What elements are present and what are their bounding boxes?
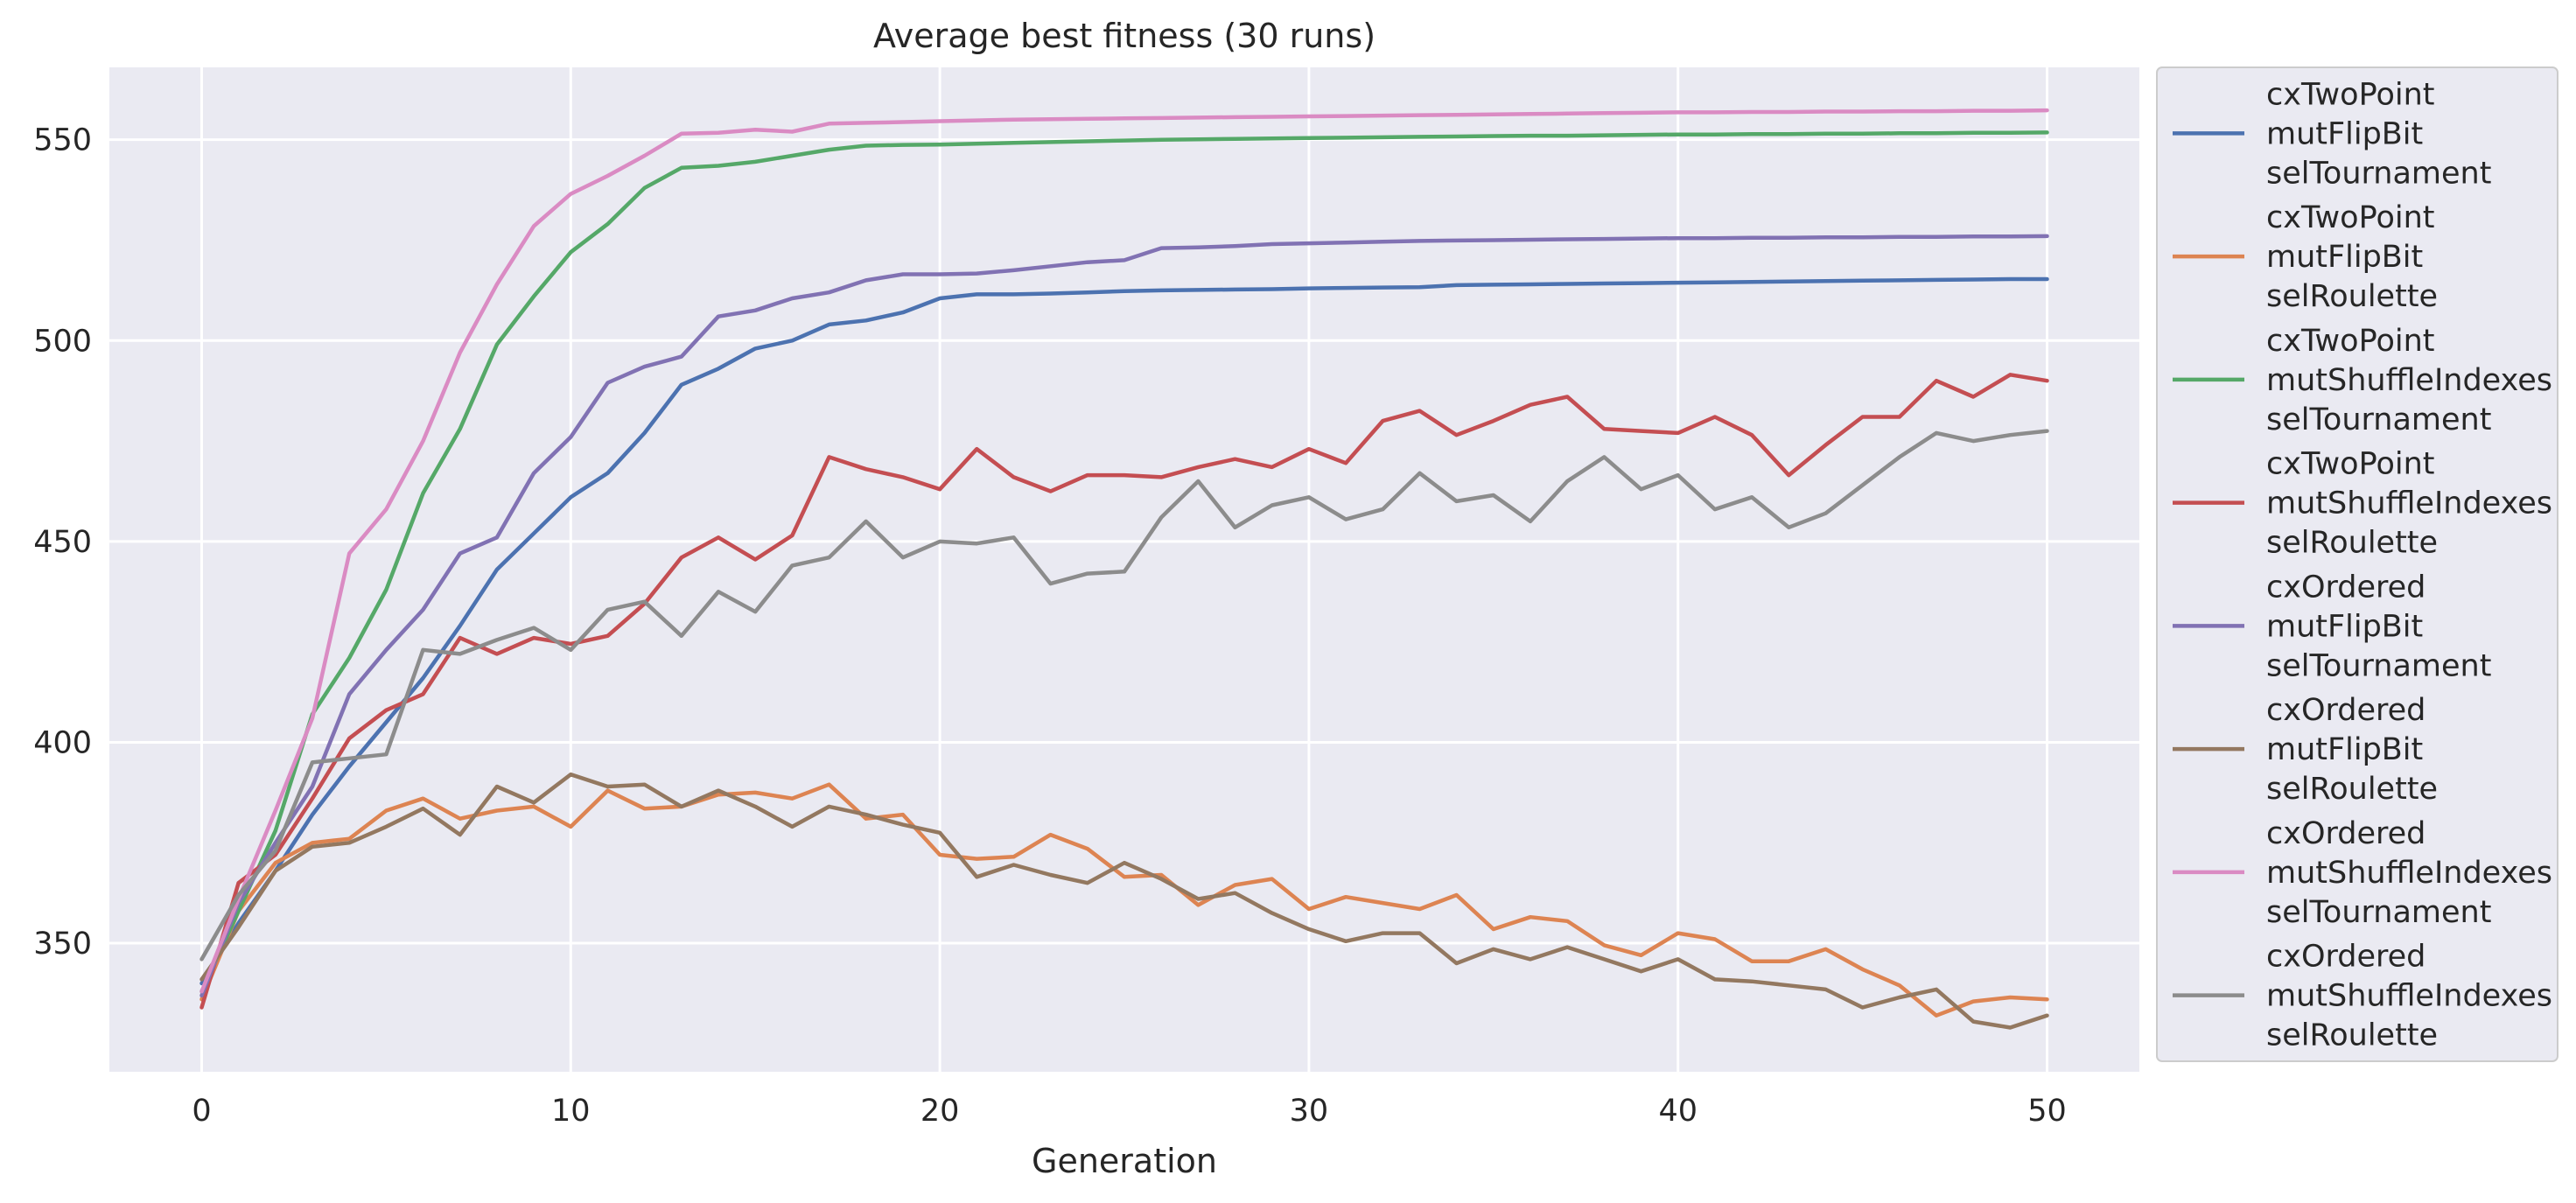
legend: cxTwoPoint mutFlipBit selTournament cxTwoPo…: [2156, 66, 2558, 1062]
series-line: [200, 782, 2049, 1018]
legend-label: cxTwoPoint: [2266, 447, 2434, 482]
y-tick-label: 350: [33, 927, 92, 962]
legend-label: mutFlipBit: [2266, 116, 2423, 151]
series-line: [200, 234, 2049, 998]
legend-label: selRoulette: [2266, 526, 2438, 561]
x-tick-label: 10: [551, 1094, 591, 1129]
y-tick-label: 500: [33, 324, 92, 359]
legend-label: mutShuffleIndexes: [2266, 979, 2552, 1014]
x-axis-label: Generation: [1032, 1142, 1217, 1180]
legend-label: mutShuffleIndexes: [2266, 363, 2552, 398]
legend-label: cxTwoPoint: [2266, 77, 2434, 112]
legend-label: selRoulette: [2266, 279, 2438, 314]
series-layer: [200, 108, 2049, 1030]
legend-label: mutFlipBit: [2266, 240, 2423, 275]
legend-label: mutShuffleIndexes: [2266, 486, 2552, 521]
series-line: [200, 276, 2049, 986]
legend-label: mutFlipBit: [2266, 609, 2423, 644]
series-line: [200, 130, 2049, 994]
y-tick-label: 400: [33, 725, 92, 760]
legend-label: selTournament: [2266, 648, 2491, 683]
legend-label: selRoulette: [2266, 772, 2438, 807]
series-line: [200, 772, 2049, 1030]
legend-label: cxTwoPoint: [2266, 324, 2434, 359]
legend-label: selTournament: [2266, 156, 2491, 191]
legend-box: [2156, 66, 2558, 1062]
y-tick-label: 450: [33, 525, 92, 560]
series-line: [200, 373, 2049, 1010]
legend-label: selTournament: [2266, 895, 2491, 930]
x-tick-label: 50: [2027, 1094, 2067, 1129]
legend-label: cxOrdered: [2266, 816, 2426, 851]
x-tick-label: 0: [192, 1094, 211, 1129]
legend-label: selTournament: [2266, 402, 2491, 437]
legend-label: mutFlipBit: [2266, 732, 2423, 767]
chart-title: Average best fitness (30 runs): [873, 17, 1376, 55]
x-tick-label: 20: [920, 1094, 960, 1129]
y-tick-label: 550: [33, 123, 92, 158]
legend-label: cxOrdered: [2266, 940, 2426, 975]
series-line: [200, 108, 2049, 994]
legend-label: mutShuffleIndexes: [2266, 856, 2552, 891]
series-line: [200, 429, 2049, 962]
x-tick-label: 30: [1290, 1094, 1329, 1129]
x-tick-label: 40: [1658, 1094, 1698, 1129]
ticks: 0 10 20 30 40 50 350 400 450 500 550: [33, 123, 2067, 1129]
legend-label: cxOrdered: [2266, 693, 2426, 728]
legend-label: cxTwoPoint: [2266, 200, 2434, 235]
legend-label: cxOrdered: [2266, 570, 2426, 605]
legend-label: selRoulette: [2266, 1018, 2438, 1053]
